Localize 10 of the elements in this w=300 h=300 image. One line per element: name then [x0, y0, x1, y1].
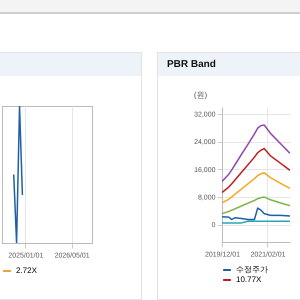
legend-label: 10.77X — [236, 275, 262, 284]
line-series — [222, 207, 290, 220]
line-series — [222, 124, 290, 182]
chart-title: PBR Band — [158, 53, 300, 76]
line-series — [222, 172, 290, 204]
legend-label: 수정주가 — [236, 265, 268, 274]
legend-label: 2.72X — [16, 266, 38, 275]
y-axis-title: (원) — [194, 90, 208, 100]
line-series — [222, 148, 290, 194]
line-series — [222, 196, 290, 214]
